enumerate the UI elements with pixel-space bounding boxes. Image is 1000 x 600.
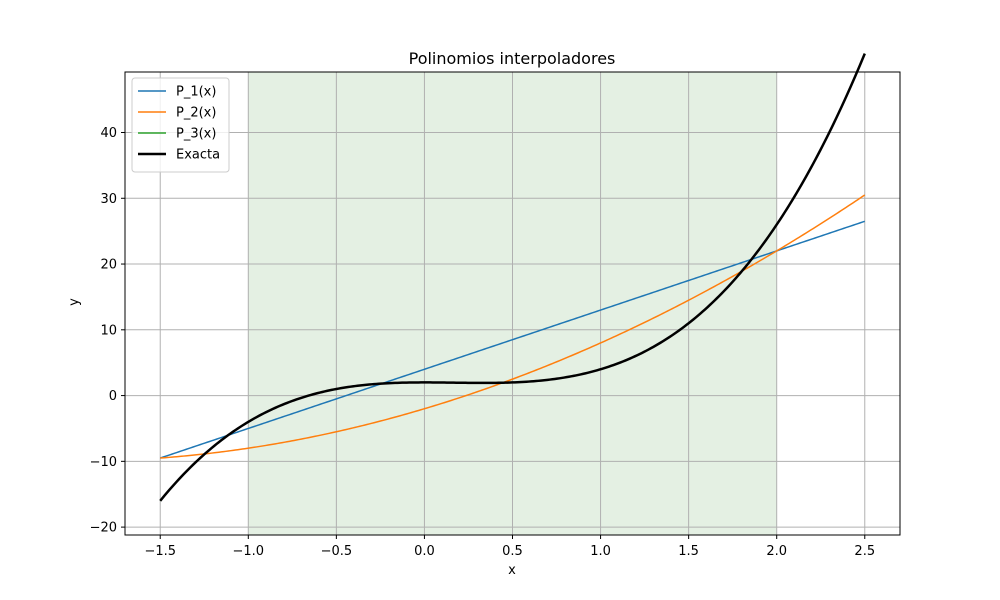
x-tick-label: 2.5 — [854, 544, 875, 559]
x-tick-label: 2.0 — [766, 544, 787, 559]
series-line-p-1-x — [159, 220, 866, 459]
series-lines — [159, 53, 866, 502]
legend: P_1(x) P_2(x) P_3(x) Exacta — [131, 77, 230, 173]
legend-label: P_1(x) — [176, 85, 216, 100]
y-tick-label: 30 — [100, 192, 117, 207]
x-tick-label: 1.0 — [590, 544, 611, 559]
x-tick-label: −1.0 — [233, 544, 265, 559]
axis-ticks: −1.5 −1.0 −0.5 0.0 0.5 1.0 1.5 2.0 2.5 −20 −10 0 10 2… — [90, 126, 876, 559]
x-tick-label: −0.5 — [321, 544, 353, 559]
chart-title: Polinomios interpoladores — [409, 49, 616, 68]
series-line-exacta — [159, 53, 866, 502]
x-tick-label: 0.5 — [502, 544, 523, 559]
series-line-p-2-x — [160, 194, 866, 459]
y-axis-label: y — [67, 298, 82, 306]
y-tick-label: 40 — [100, 126, 117, 141]
grid — [125, 72, 900, 535]
y-tick-label: 0 — [109, 389, 117, 404]
plot-area: −1.5 −1.0 −0.5 0.0 0.5 1.0 1.5 2.0 2.5 −20 −10 0 10 2… — [90, 53, 901, 559]
y-tick-label: 20 — [100, 258, 117, 273]
legend-box — [131, 77, 230, 173]
y-tick-label: 10 — [100, 323, 117, 338]
x-tick-label: −1.5 — [144, 544, 176, 559]
x-axis-label: x — [508, 563, 516, 578]
legend-label: Exacta — [176, 148, 220, 163]
x-tick-label: 1.5 — [678, 544, 699, 559]
y-tick-label: −20 — [90, 521, 117, 536]
legend-label: P_3(x) — [176, 127, 216, 142]
y-tick-label: −10 — [90, 455, 117, 470]
legend-label: P_2(x) — [176, 106, 216, 121]
x-tick-label: 0.0 — [414, 544, 435, 559]
